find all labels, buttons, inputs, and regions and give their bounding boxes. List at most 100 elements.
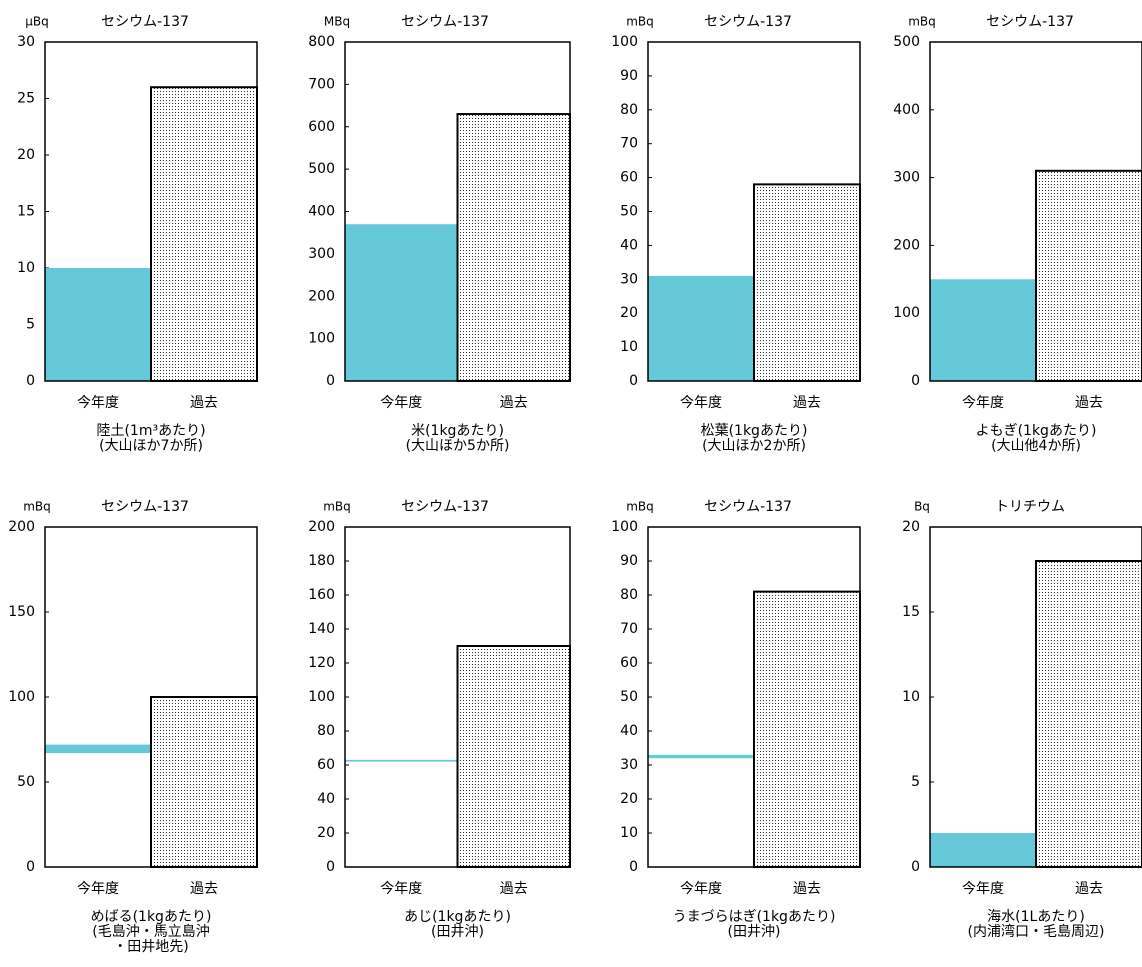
- y-tick-label: 30: [17, 34, 35, 50]
- y-tick-label: 0: [326, 373, 335, 389]
- caption: (田井沖): [431, 924, 484, 940]
- x-tick-label: 過去: [1075, 395, 1103, 411]
- bar: [930, 279, 1036, 381]
- y-tick-label: 20: [620, 305, 638, 321]
- y-tick-label: 500: [893, 34, 920, 50]
- y-tick-label: 160: [308, 587, 335, 603]
- y-tick-label: 15: [902, 604, 920, 620]
- y-tick-label: 5: [911, 774, 920, 790]
- y-tick-label: 0: [629, 859, 638, 875]
- x-tick-label: 過去: [793, 395, 821, 411]
- y-tick-label: 20: [620, 791, 638, 807]
- y-tick-label: 30: [620, 757, 638, 773]
- plot-frame: [929, 526, 1142, 868]
- y-tick-label: 60: [317, 757, 335, 773]
- plot-frame: [44, 526, 258, 868]
- x-tick-label: 過去: [190, 881, 218, 897]
- bar: [45, 744, 151, 754]
- y-tick-label: 10: [902, 689, 920, 705]
- caption: (大山ほか7か所): [99, 438, 203, 454]
- y-tick-label: 120: [308, 655, 335, 671]
- x-tick-label: 今年度: [77, 395, 119, 411]
- bar: [648, 754, 754, 759]
- y-tick-label: 40: [317, 791, 335, 807]
- y-tick-label: 0: [629, 373, 638, 389]
- y-tick-label: 800: [308, 34, 335, 50]
- y-tick-label: 100: [893, 305, 920, 321]
- unit-label: Bq: [914, 500, 930, 514]
- chart-title: セシウム-137: [101, 14, 189, 30]
- chart-title: セシウム-137: [401, 499, 489, 515]
- y-tick-label: 100: [308, 689, 335, 705]
- unit-label: mBq: [626, 500, 654, 514]
- x-tick-label: 今年度: [680, 395, 722, 411]
- y-tick-label: 80: [317, 723, 335, 739]
- unit-label: mBq: [23, 500, 51, 514]
- y-tick-label: 200: [8, 519, 35, 535]
- y-tick-label: 400: [893, 102, 920, 118]
- bar: [753, 183, 861, 382]
- bar: [345, 224, 458, 381]
- caption: 陸土(1m³あたり): [96, 423, 205, 439]
- x-tick-label: 過去: [190, 395, 218, 411]
- bar: [456, 113, 571, 382]
- bar: [930, 833, 1036, 867]
- chart-title: セシウム-137: [101, 499, 189, 515]
- y-tick-label: 20: [902, 519, 920, 535]
- unit-label: mBq: [908, 15, 936, 29]
- caption: ・田井地先): [113, 939, 188, 955]
- bar: [345, 759, 458, 762]
- y-tick-label: 0: [326, 859, 335, 875]
- chart-title: セシウム-137: [704, 14, 792, 30]
- y-tick-label: 20: [317, 825, 335, 841]
- bar: [456, 645, 571, 868]
- y-tick-label: 0: [26, 859, 35, 875]
- y-tick-label: 15: [17, 204, 35, 220]
- y-tick-label: 50: [17, 774, 35, 790]
- plot-frame: [647, 526, 861, 868]
- y-tick-label: 50: [620, 689, 638, 705]
- y-tick-label: 500: [308, 161, 335, 177]
- y-tick-label: 180: [308, 553, 335, 569]
- y-tick-label: 60: [620, 170, 638, 186]
- y-tick-label: 0: [26, 373, 35, 389]
- plot-frame: [647, 41, 861, 382]
- x-tick-label: 今年度: [380, 881, 422, 897]
- y-tick-label: 150: [8, 604, 35, 620]
- caption: あじ(1kgあたり): [404, 909, 511, 925]
- y-tick-label: 100: [8, 689, 35, 705]
- y-tick-label: 40: [620, 237, 638, 253]
- caption: うまづらはぎ(1kgあたり): [673, 909, 836, 925]
- caption: 海水(1Lあたり): [987, 909, 1085, 925]
- y-tick-label: 80: [620, 587, 638, 603]
- unit-label: mBq: [626, 15, 654, 29]
- y-tick-label: 70: [620, 621, 638, 637]
- y-tick-label: 50: [620, 204, 638, 220]
- plot-frame: [929, 41, 1142, 382]
- y-tick-label: 30: [620, 271, 638, 287]
- plot-frame: [344, 526, 571, 868]
- x-tick-label: 今年度: [380, 395, 422, 411]
- bar: [1035, 560, 1142, 868]
- y-tick-label: 90: [620, 553, 638, 569]
- caption: (大山他4か所): [991, 438, 1081, 454]
- caption: めばる(1kgあたり): [91, 909, 212, 925]
- y-tick-label: 20: [17, 147, 35, 163]
- bar: [753, 590, 861, 868]
- x-tick-label: 今年度: [962, 881, 1004, 897]
- bar: [1035, 169, 1142, 382]
- caption: (大山ほか5か所): [406, 438, 510, 454]
- y-tick-label: 300: [308, 246, 335, 262]
- y-tick-label: 600: [308, 119, 335, 135]
- x-tick-label: 今年度: [962, 395, 1004, 411]
- caption: (田井沖): [728, 924, 781, 940]
- y-tick-label: 200: [308, 519, 335, 535]
- caption: 松葉(1kgあたり): [701, 423, 808, 439]
- unit-label: MBq: [324, 15, 350, 29]
- bar: [150, 696, 258, 868]
- y-tick-label: 100: [308, 331, 335, 347]
- x-tick-label: 過去: [1075, 881, 1103, 897]
- y-tick-label: 40: [620, 723, 638, 739]
